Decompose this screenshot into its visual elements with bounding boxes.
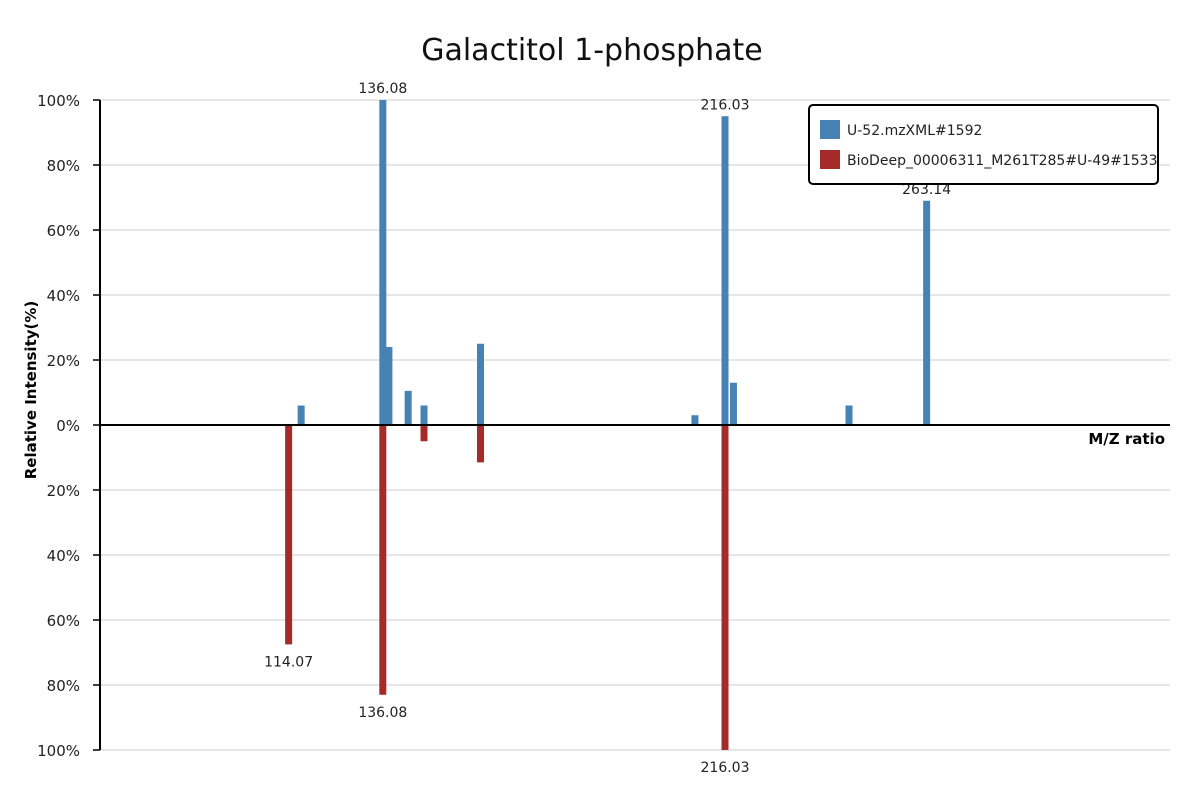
- library-peak-bar: [420, 425, 428, 442]
- y-tick-label: 60%: [47, 222, 80, 240]
- peak-label: 216.03: [701, 760, 750, 776]
- reference-peak-bar: [691, 415, 699, 425]
- peak-labels: 136.08 216.03 263.14 114.07 136.08 216.03: [264, 81, 951, 776]
- y-tick-label: 80%: [47, 677, 80, 695]
- peak-label: 216.03: [701, 97, 750, 113]
- y-tick-label: 40%: [47, 287, 80, 305]
- reference-peak-bar: [845, 405, 853, 425]
- y-tick-label: 0%: [56, 417, 80, 435]
- y-axis-ticks: 100% 80% 60% 40% 20% 0% 20% 40% 60% 80% 100%: [37, 92, 100, 760]
- legend-label-library: BioDeep_00006311_M261T285#U-49#1533: [847, 153, 1158, 169]
- y-tick-label: 60%: [47, 612, 80, 630]
- peak-label: 136.08: [358, 705, 407, 721]
- reference-peak-bar: [729, 382, 737, 425]
- library-peak-bar: [721, 425, 729, 750]
- peak-label: 263.14: [902, 182, 951, 198]
- reference-peak-bar: [385, 347, 393, 425]
- y-tick-label: 20%: [47, 352, 80, 370]
- reference-peak-bar: [923, 200, 931, 425]
- legend-label-reference: U-52.mzXML#1592: [847, 123, 982, 139]
- legend-swatch-reference: [820, 120, 840, 139]
- reference-peak-bar: [420, 405, 428, 425]
- y-tick-label: 80%: [47, 157, 80, 175]
- peak-label: 136.08: [358, 81, 407, 97]
- legend-swatch-library: [820, 150, 840, 169]
- y-axis-title: Relative Intensity(%): [22, 301, 40, 480]
- chart-title: Galactitol 1-phosphate: [421, 33, 763, 68]
- library-peak-bar: [476, 425, 484, 463]
- legend: U-52.mzXML#1592 BioDeep_00006311_M261T28…: [808, 104, 1159, 185]
- y-tick-label: 100%: [37, 92, 80, 110]
- reference-peak-bar: [721, 116, 729, 425]
- library-peak-bar: [379, 425, 387, 695]
- y-tick-label: 100%: [37, 742, 80, 760]
- y-tick-label: 20%: [47, 482, 80, 500]
- reference-peak-bar: [379, 100, 387, 425]
- reference-peak-bar: [297, 405, 305, 425]
- reference-peak-bar: [476, 343, 484, 425]
- library-peak-bar: [285, 425, 293, 645]
- x-axis-title: M/Z ratio: [1088, 430, 1165, 448]
- spectrum-bars: [285, 100, 931, 750]
- grid-lines: [100, 99, 1170, 751]
- y-tick-label: 40%: [47, 547, 80, 565]
- legend-box: [808, 104, 1159, 185]
- reference-peak-bar: [404, 390, 412, 425]
- peak-label: 114.07: [264, 654, 313, 670]
